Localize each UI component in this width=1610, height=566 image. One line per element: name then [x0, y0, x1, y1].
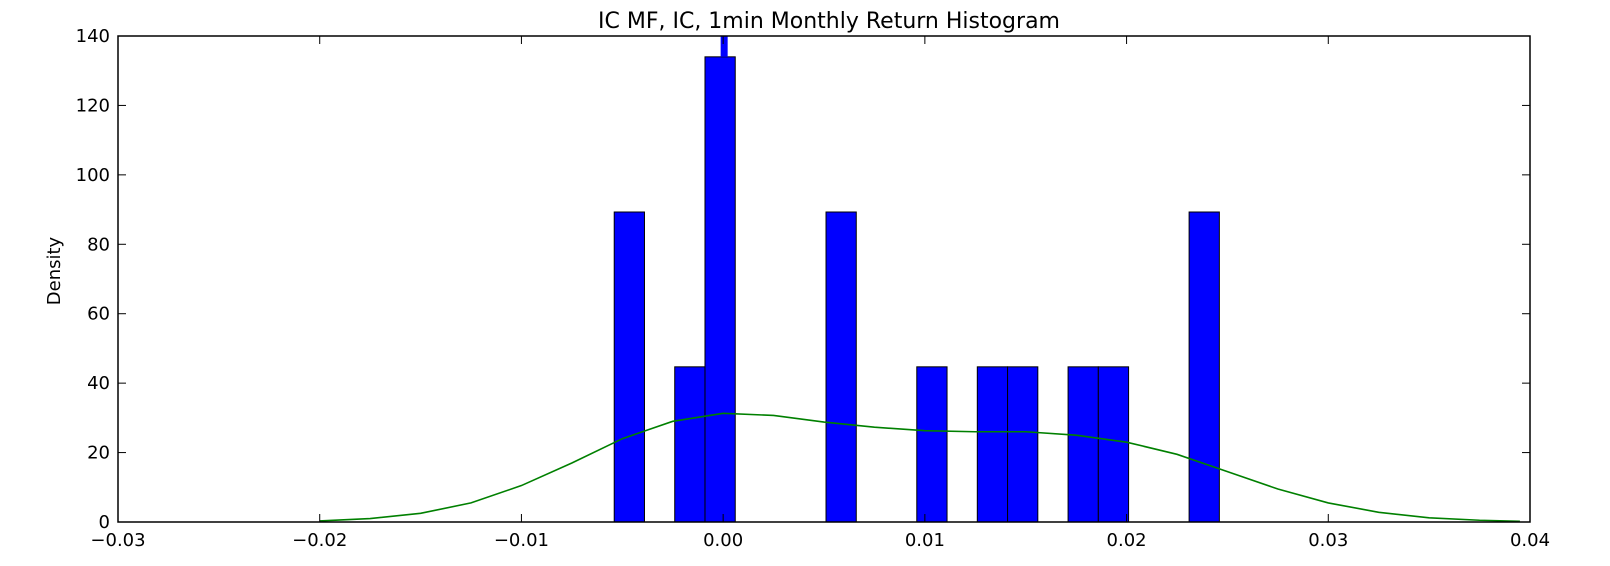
histogram-bar [976, 366, 1009, 523]
histogram-bar [674, 366, 706, 523]
y-tick-label: 120 [76, 95, 110, 116]
histogram-bar [704, 56, 736, 523]
y-tick-label: 60 [87, 304, 110, 325]
chart-title: IC MF, IC, 1min Monthly Return Histogram [598, 9, 1060, 34]
y-tick-label: 80 [87, 234, 110, 255]
x-tick-label: −0.01 [494, 530, 549, 551]
density-curve [319, 412, 1520, 523]
density-curve-group [319, 412, 1520, 523]
histogram-bar [1188, 211, 1220, 523]
plot-frame [117, 35, 1531, 523]
y-axis-label: Density [44, 236, 65, 305]
y-tick-label: 40 [87, 373, 110, 394]
y-axis-ticks: 0 20 40 60 80 100 120 140 [76, 26, 1530, 533]
x-axis-ticks: −0.03 −0.02 −0.01 0.00 0.01 0.02 0.03 0.04 [90, 36, 1550, 551]
histogram-bar [825, 211, 857, 523]
histogram-bar [1097, 366, 1130, 523]
x-tick-label: 0.04 [1510, 530, 1550, 551]
y-tick-label: 20 [87, 443, 110, 464]
histogram-bar [613, 211, 645, 523]
x-tick-label: 0.03 [1308, 530, 1348, 551]
x-tick-label: 0.01 [905, 530, 945, 551]
y-tick-label: 100 [76, 165, 110, 186]
x-tick-label: −0.03 [90, 530, 145, 551]
histogram-bars [613, 56, 1220, 523]
y-tick-label: 0 [99, 512, 110, 533]
histogram-bar [1067, 366, 1099, 523]
x-tick-label: 0.00 [703, 530, 743, 551]
histogram-bar [916, 366, 948, 523]
histogram-bar [1007, 366, 1039, 523]
x-tick-label: −0.02 [292, 530, 347, 551]
x-tick-label: 0.02 [1107, 530, 1147, 551]
y-tick-label: 140 [76, 26, 110, 47]
